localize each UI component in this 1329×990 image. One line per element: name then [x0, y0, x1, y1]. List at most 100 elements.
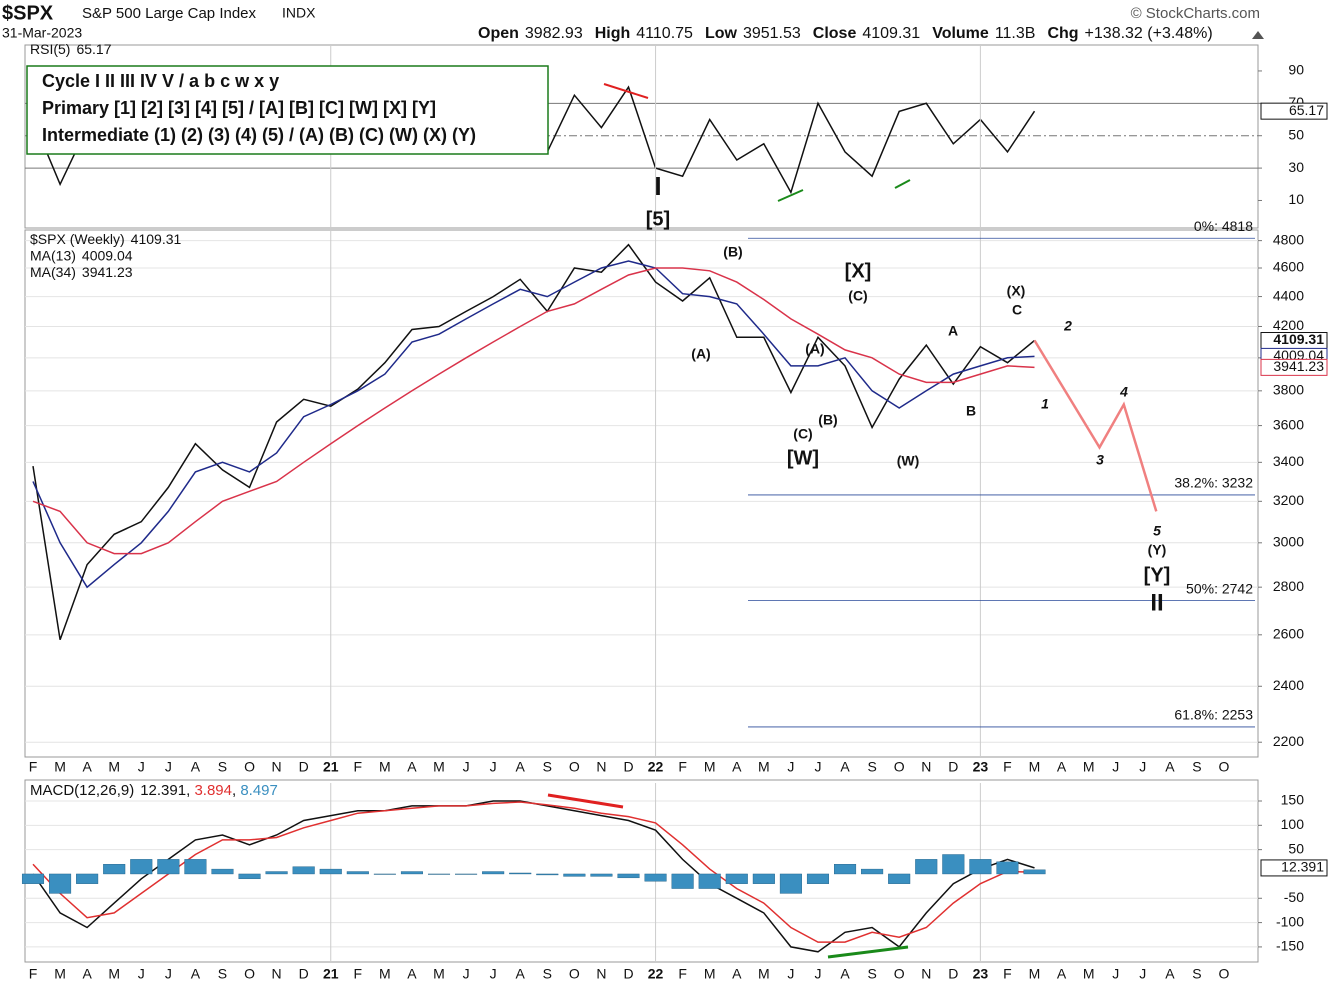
- x-tick-label: M: [1029, 759, 1041, 775]
- legend-name: MA(34): [30, 264, 76, 280]
- legend-name: MA(13): [30, 247, 76, 263]
- histogram-bar: [942, 854, 965, 875]
- histogram-bar: [427, 873, 451, 875]
- value-tag: [1260, 102, 1328, 120]
- histogram-bar: [590, 873, 613, 877]
- x-tick-label: M: [758, 759, 770, 775]
- histogram-bar: [21, 873, 45, 884]
- x-tick-label: O: [1219, 966, 1230, 982]
- x-tick-label: A: [82, 966, 92, 982]
- x-tick-label: J: [165, 759, 172, 775]
- legend-value: 3941.23: [82, 264, 133, 280]
- y-tick-label: 150: [1281, 792, 1305, 808]
- y-tick-label: -150: [1276, 938, 1304, 954]
- y-tick-label: -50: [1284, 889, 1304, 905]
- histogram-bar: [996, 861, 1019, 875]
- x-tick-label: J: [463, 966, 470, 982]
- x-tick-label: J: [138, 759, 145, 775]
- wave-label: (W): [897, 453, 920, 469]
- wave-legend-line: Primary [1] [2] [3] [4] [5] / [A] [B] [C…: [42, 98, 436, 118]
- value-tag: [1260, 859, 1328, 877]
- x-tick-label: N: [272, 966, 282, 982]
- wave-label: I: [654, 171, 661, 201]
- wave-label: (A): [691, 346, 710, 362]
- x-tick-label: F: [678, 759, 687, 775]
- y-tick-label: -100: [1276, 913, 1304, 929]
- series-legend: RSI(5) 65.17: [30, 41, 112, 57]
- legend-value: 3.894: [194, 782, 232, 799]
- stat-label: Open: [478, 25, 519, 42]
- x-tick-label: S: [867, 759, 876, 775]
- exchange: INDX: [282, 5, 316, 21]
- x-tick-label: J: [138, 966, 145, 982]
- histogram-bar: [752, 873, 775, 884]
- legend-name: MACD(12,26,9): [30, 782, 134, 799]
- value-tag-label: 4109.31: [1273, 331, 1324, 347]
- x-tick-label: J: [1139, 759, 1146, 775]
- y-tick-label: 4600: [1273, 259, 1304, 275]
- histogram-bar: [617, 873, 640, 879]
- y-tick-label: 2600: [1273, 626, 1304, 642]
- x-tick-label: A: [82, 759, 92, 775]
- x-tick-label: J: [1139, 966, 1146, 982]
- x-tick-label: A: [840, 966, 850, 982]
- x-tick-label: J: [787, 759, 794, 775]
- x-tick-label: M: [433, 966, 445, 982]
- x-tick-label: J: [490, 759, 497, 775]
- x-tick-label: A: [732, 966, 742, 982]
- series-legend: $SPX (Weekly) 4109.31: [30, 231, 181, 247]
- x-tick-label: N: [596, 759, 606, 775]
- legend-value: 65.17: [76, 41, 111, 57]
- y-tick-label: 50: [1288, 126, 1304, 142]
- x-tick-label: N: [921, 966, 931, 982]
- x-tick-label: 21: [323, 759, 339, 775]
- histogram-bar: [130, 859, 153, 875]
- stat-value: 3982.93: [525, 25, 583, 42]
- histogram-bar: [725, 873, 748, 884]
- histogram-bar: [373, 873, 396, 875]
- histogram-bar: [400, 871, 423, 875]
- x-tick-label: A: [1165, 759, 1175, 775]
- x-tick-label: M: [379, 966, 391, 982]
- wave-label: 4: [1119, 384, 1128, 400]
- x-tick-label: F: [1003, 759, 1012, 775]
- x-tick-label: A: [407, 759, 417, 775]
- wave-legend-text: Cycle I II III IV V / a b c w x y Primary…: [42, 71, 476, 145]
- histogram-bar: [888, 873, 911, 884]
- x-tick-label: 23: [973, 966, 989, 982]
- stat-label: Low: [705, 25, 738, 42]
- y-tick-label: 2400: [1273, 677, 1304, 693]
- histogram-bar: [915, 859, 938, 875]
- stat-value: 11.3B: [995, 25, 1036, 42]
- fib-label: 38.2%: 3232: [1174, 475, 1253, 491]
- histogram-bar: [698, 873, 721, 889]
- x-tick-label: J: [490, 966, 497, 982]
- histogram-bar: [779, 873, 802, 894]
- y-tick-label: 2800: [1273, 578, 1304, 594]
- wave-label: [X]: [845, 260, 872, 282]
- series-legend: MA(34) 3941.23: [30, 264, 133, 280]
- y-tick-label: 4800: [1273, 231, 1304, 247]
- y-tick-label: 90: [1288, 62, 1304, 78]
- x-tick-label: O: [894, 966, 905, 982]
- divergence: [603, 83, 649, 99]
- x-tick-label: A: [1165, 966, 1175, 982]
- index-name: S&P 500 Large Cap Index: [82, 5, 257, 22]
- histogram-bar: [49, 873, 72, 894]
- x-tick-label: F: [678, 966, 687, 982]
- legend-value: 12.391: [140, 782, 186, 799]
- x-tick-label: 22: [648, 966, 664, 982]
- x-tick-label: D: [948, 759, 958, 775]
- y-tick-label: 3400: [1273, 453, 1304, 469]
- x-tick-label: M: [1029, 966, 1041, 982]
- x-tick-label: F: [1003, 966, 1012, 982]
- x-tick-label: F: [354, 966, 363, 982]
- histogram-bar: [969, 859, 992, 875]
- x-tick-label: D: [623, 759, 633, 775]
- x-tick-label: A: [732, 759, 742, 775]
- y-tick-label: 3000: [1273, 534, 1304, 550]
- series-line: [1033, 339, 1158, 512]
- x-tick-label: J: [1112, 966, 1119, 982]
- x-tick-label: O: [1219, 759, 1230, 775]
